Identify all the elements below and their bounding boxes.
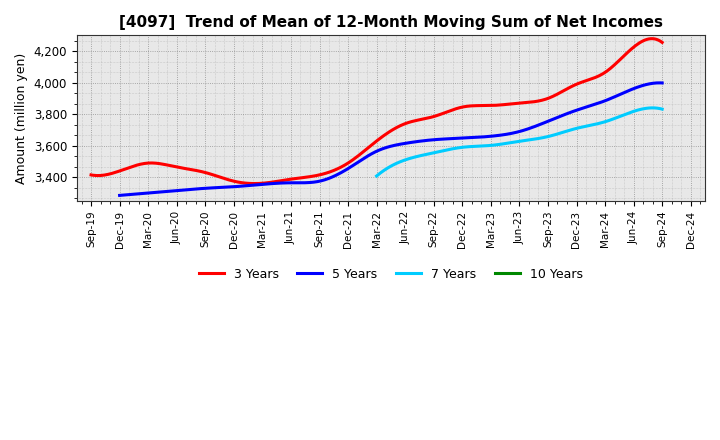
Title: [4097]  Trend of Mean of 12-Month Moving Sum of Net Incomes: [4097] Trend of Mean of 12-Month Moving … <box>119 15 663 30</box>
Legend: 3 Years, 5 Years, 7 Years, 10 Years: 3 Years, 5 Years, 7 Years, 10 Years <box>194 263 588 286</box>
Y-axis label: Amount (million yen): Amount (million yen) <box>15 52 28 184</box>
